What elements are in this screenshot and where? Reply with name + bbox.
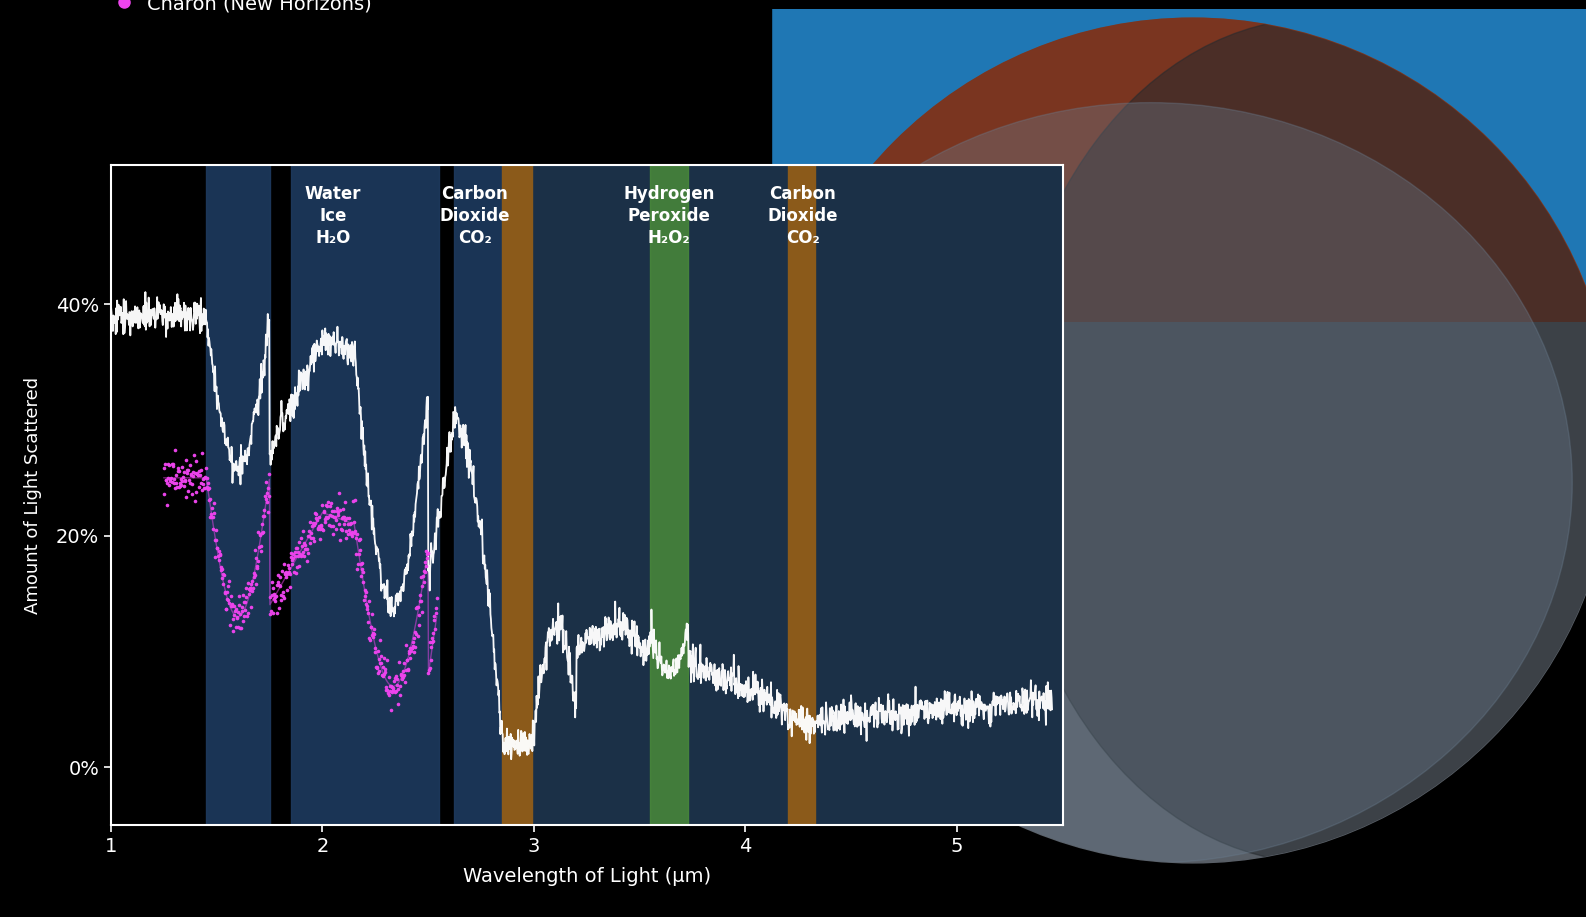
Ellipse shape	[771, 18, 1586, 863]
Ellipse shape	[728, 103, 1572, 863]
Bar	[650, 165, 688, 825]
Ellipse shape	[1002, 18, 1586, 863]
Ellipse shape	[771, 18, 1586, 863]
FancyBboxPatch shape	[771, 0, 1586, 322]
Bar	[206, 165, 270, 825]
X-axis label: Wavelength of Light (μm): Wavelength of Light (μm)	[463, 867, 711, 886]
Bar	[503, 165, 531, 825]
Bar	[503, 165, 1063, 825]
Legend: Charon (JWST), Charon (New Horizons): Charon (JWST), Charon (New Horizons)	[116, 0, 371, 13]
Text: Hydrogen
Peroxide
H₂O₂: Hydrogen Peroxide H₂O₂	[623, 185, 715, 248]
Bar	[454, 165, 503, 825]
Text: Carbon
Dioxide
CO₂: Carbon Dioxide CO₂	[768, 185, 837, 248]
Y-axis label: Amount of Light Scattered: Amount of Light Scattered	[24, 377, 43, 613]
Text: Water
Ice
H₂O: Water Ice H₂O	[305, 185, 362, 248]
Bar	[290, 165, 439, 825]
Bar	[788, 165, 815, 825]
Text: Carbon
Dioxide
CO₂: Carbon Dioxide CO₂	[439, 185, 511, 248]
